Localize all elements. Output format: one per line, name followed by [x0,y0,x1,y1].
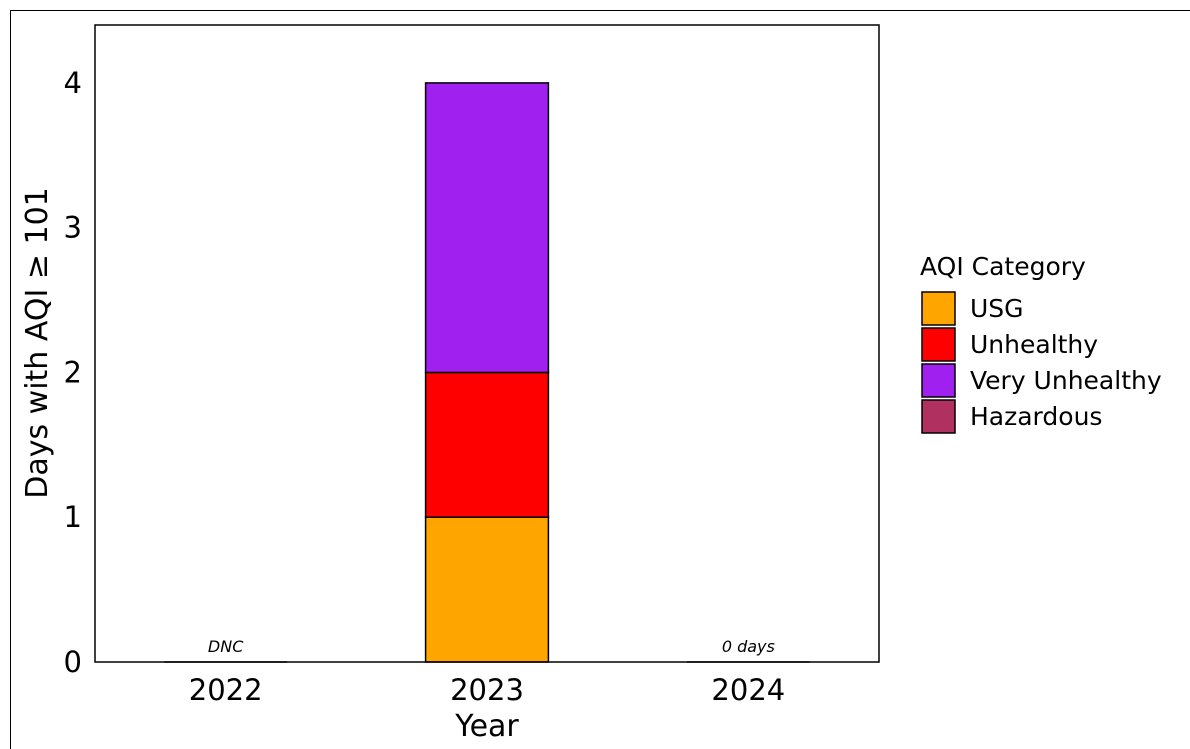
y-tick-label: 2 [64,355,82,389]
legend-title: AQI Category [920,252,1086,281]
legend-label: Hazardous [970,402,1102,431]
legend-swatch-very-unhealthy [921,363,956,398]
bar-2023-unhealthy [424,371,550,518]
y-axis-title: Days with AQI ≥ 101 [20,187,55,499]
x-axis-title: Year [454,709,519,744]
legend-label: USG [970,294,1024,323]
annotation-2024: 0 days [722,637,775,656]
legend-swatch-usg [921,291,956,326]
y-tick-label: 4 [64,66,82,100]
legend-label: Very Unhealthy [970,366,1162,395]
frame-top-border [10,10,1190,11]
frame-left-border [10,10,11,749]
y-tick-label: 3 [64,211,82,245]
y-tick-label: 1 [64,500,82,534]
legend-swatch-hazardous [921,399,956,434]
legend-label: Unhealthy [970,330,1098,359]
y-tick-label: 0 [64,645,82,679]
bar-2023-very-unhealthy [424,82,550,374]
legend: AQI Category USG Unhealthy Very Unhealthy H… [920,252,1162,434]
bar-2023-usg [424,516,550,663]
legend-swatch-unhealthy [921,327,956,362]
x-tick-label: 2022 [189,673,263,707]
plot-panel-border [94,24,880,663]
x-tick-label: 2024 [711,673,785,707]
x-tick-label: 2023 [450,673,524,707]
annotation-2022: DNC [208,637,244,656]
